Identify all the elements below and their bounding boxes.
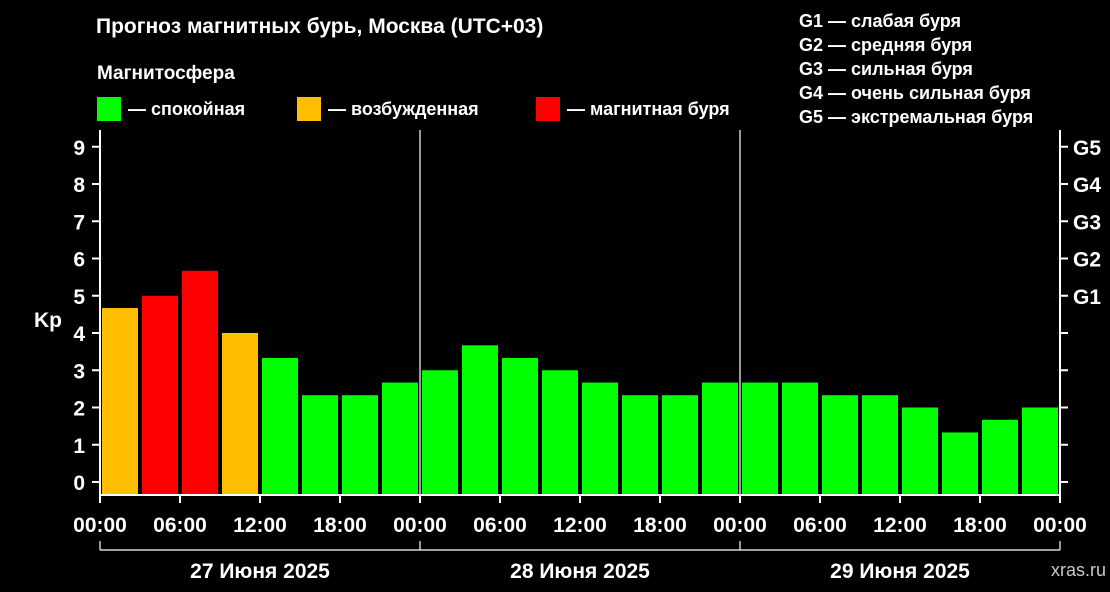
legend-storm-swatch bbox=[536, 97, 560, 121]
y-tick-label: 6 bbox=[73, 249, 85, 272]
legend-excited-swatch bbox=[297, 97, 321, 121]
x-tick-label: 06:00 bbox=[473, 514, 527, 537]
day-label: 28 Июня 2025 bbox=[510, 560, 650, 583]
kp-bar bbox=[702, 382, 738, 495]
storm-level-axis-label: G5 bbox=[1073, 137, 1101, 160]
legend-excited: — возбужденная bbox=[297, 97, 479, 121]
storm-level-axis-label: G3 bbox=[1073, 211, 1101, 234]
kp-bar bbox=[542, 370, 578, 495]
legend-quiet-label: — спокойная bbox=[128, 98, 246, 119]
storm-level-legend: G1 — слабая буря G2 — средняя буря G3 — … bbox=[799, 9, 1033, 129]
y-tick-label: 2 bbox=[73, 398, 85, 421]
kp-bar bbox=[822, 395, 858, 495]
storm-level-axis-label: G2 bbox=[1073, 249, 1101, 272]
y-tick-label: 1 bbox=[73, 435, 85, 458]
legend-quiet: — спокойная bbox=[97, 97, 245, 121]
y-tick-label: 8 bbox=[73, 174, 85, 197]
kp-bar bbox=[582, 382, 618, 495]
storm-level-axis-label: G4 bbox=[1073, 174, 1101, 197]
kp-bar bbox=[1022, 407, 1058, 495]
kp-bar bbox=[222, 333, 258, 495]
x-tick-label: 06:00 bbox=[793, 514, 847, 537]
legend-storm: — магнитная буря bbox=[536, 97, 730, 121]
kp-bar bbox=[942, 432, 978, 495]
legend-heading: Магнитосфера bbox=[97, 63, 235, 84]
y-axis-label: Kp bbox=[34, 309, 62, 332]
x-tick-label: 18:00 bbox=[953, 514, 1007, 537]
y-tick-label: 0 bbox=[73, 472, 85, 495]
day-label: 29 Июня 2025 bbox=[830, 560, 970, 583]
x-tick-label: 18:00 bbox=[633, 514, 687, 537]
kp-bar bbox=[502, 357, 538, 495]
y-tick-label: 9 bbox=[73, 137, 85, 160]
x-tick-label: 00:00 bbox=[713, 514, 767, 537]
kp-bar bbox=[102, 308, 138, 495]
y-tick-label: 7 bbox=[73, 211, 85, 234]
kp-bar bbox=[902, 407, 938, 495]
kp-bar bbox=[382, 382, 418, 495]
y-tick-label: 4 bbox=[73, 323, 85, 346]
watermark: xras.ru bbox=[1050, 560, 1106, 580]
chart-title: Прогноз магнитных бурь, Москва (UTC+03) bbox=[96, 15, 544, 38]
legend-excited-label: — возбужденная bbox=[328, 98, 479, 119]
y-tick-label: 3 bbox=[73, 360, 85, 383]
y-tick-label: 5 bbox=[73, 286, 85, 309]
kp-bar bbox=[862, 395, 898, 495]
x-tick-label: 06:00 bbox=[153, 514, 207, 537]
kp-bar bbox=[462, 345, 498, 495]
x-tick-label: 12:00 bbox=[233, 514, 287, 537]
kp-bar bbox=[262, 357, 298, 495]
kp-bar bbox=[662, 395, 698, 495]
storm-level-axis-label: G1 bbox=[1073, 286, 1101, 309]
x-tick-label: 18:00 bbox=[313, 514, 367, 537]
x-tick-label: 12:00 bbox=[553, 514, 607, 537]
x-tick-label: 00:00 bbox=[393, 514, 447, 537]
x-tick-label: 12:00 bbox=[873, 514, 927, 537]
x-tick-label: 00:00 bbox=[73, 514, 127, 537]
x-tick-label: 00:00 bbox=[1033, 514, 1087, 537]
kp-bar bbox=[782, 382, 818, 495]
kp-bar bbox=[142, 295, 178, 495]
storm-level-g1: G1 — слабая буря bbox=[799, 11, 962, 31]
storm-level-g4: G4 — очень сильная буря bbox=[799, 83, 1031, 103]
storm-level-g3: G3 — сильная буря bbox=[799, 59, 973, 79]
storm-level-g2: G2 — средняя буря bbox=[799, 35, 973, 55]
kp-bar bbox=[622, 395, 658, 495]
legend-storm-label: — магнитная буря bbox=[567, 98, 730, 119]
kp-bar bbox=[302, 395, 338, 495]
kp-bar bbox=[742, 382, 778, 495]
storm-level-g5: G5 — экстремальная буря bbox=[799, 107, 1034, 127]
kp-bar bbox=[182, 270, 218, 495]
day-label: 27 Июня 2025 bbox=[190, 560, 330, 583]
kp-bar bbox=[342, 395, 378, 495]
legend-quiet-swatch bbox=[97, 97, 121, 121]
kp-bar bbox=[982, 419, 1018, 495]
kp-bar bbox=[422, 370, 458, 495]
